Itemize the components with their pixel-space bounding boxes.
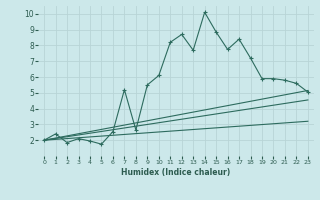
X-axis label: Humidex (Indice chaleur): Humidex (Indice chaleur) <box>121 168 231 177</box>
